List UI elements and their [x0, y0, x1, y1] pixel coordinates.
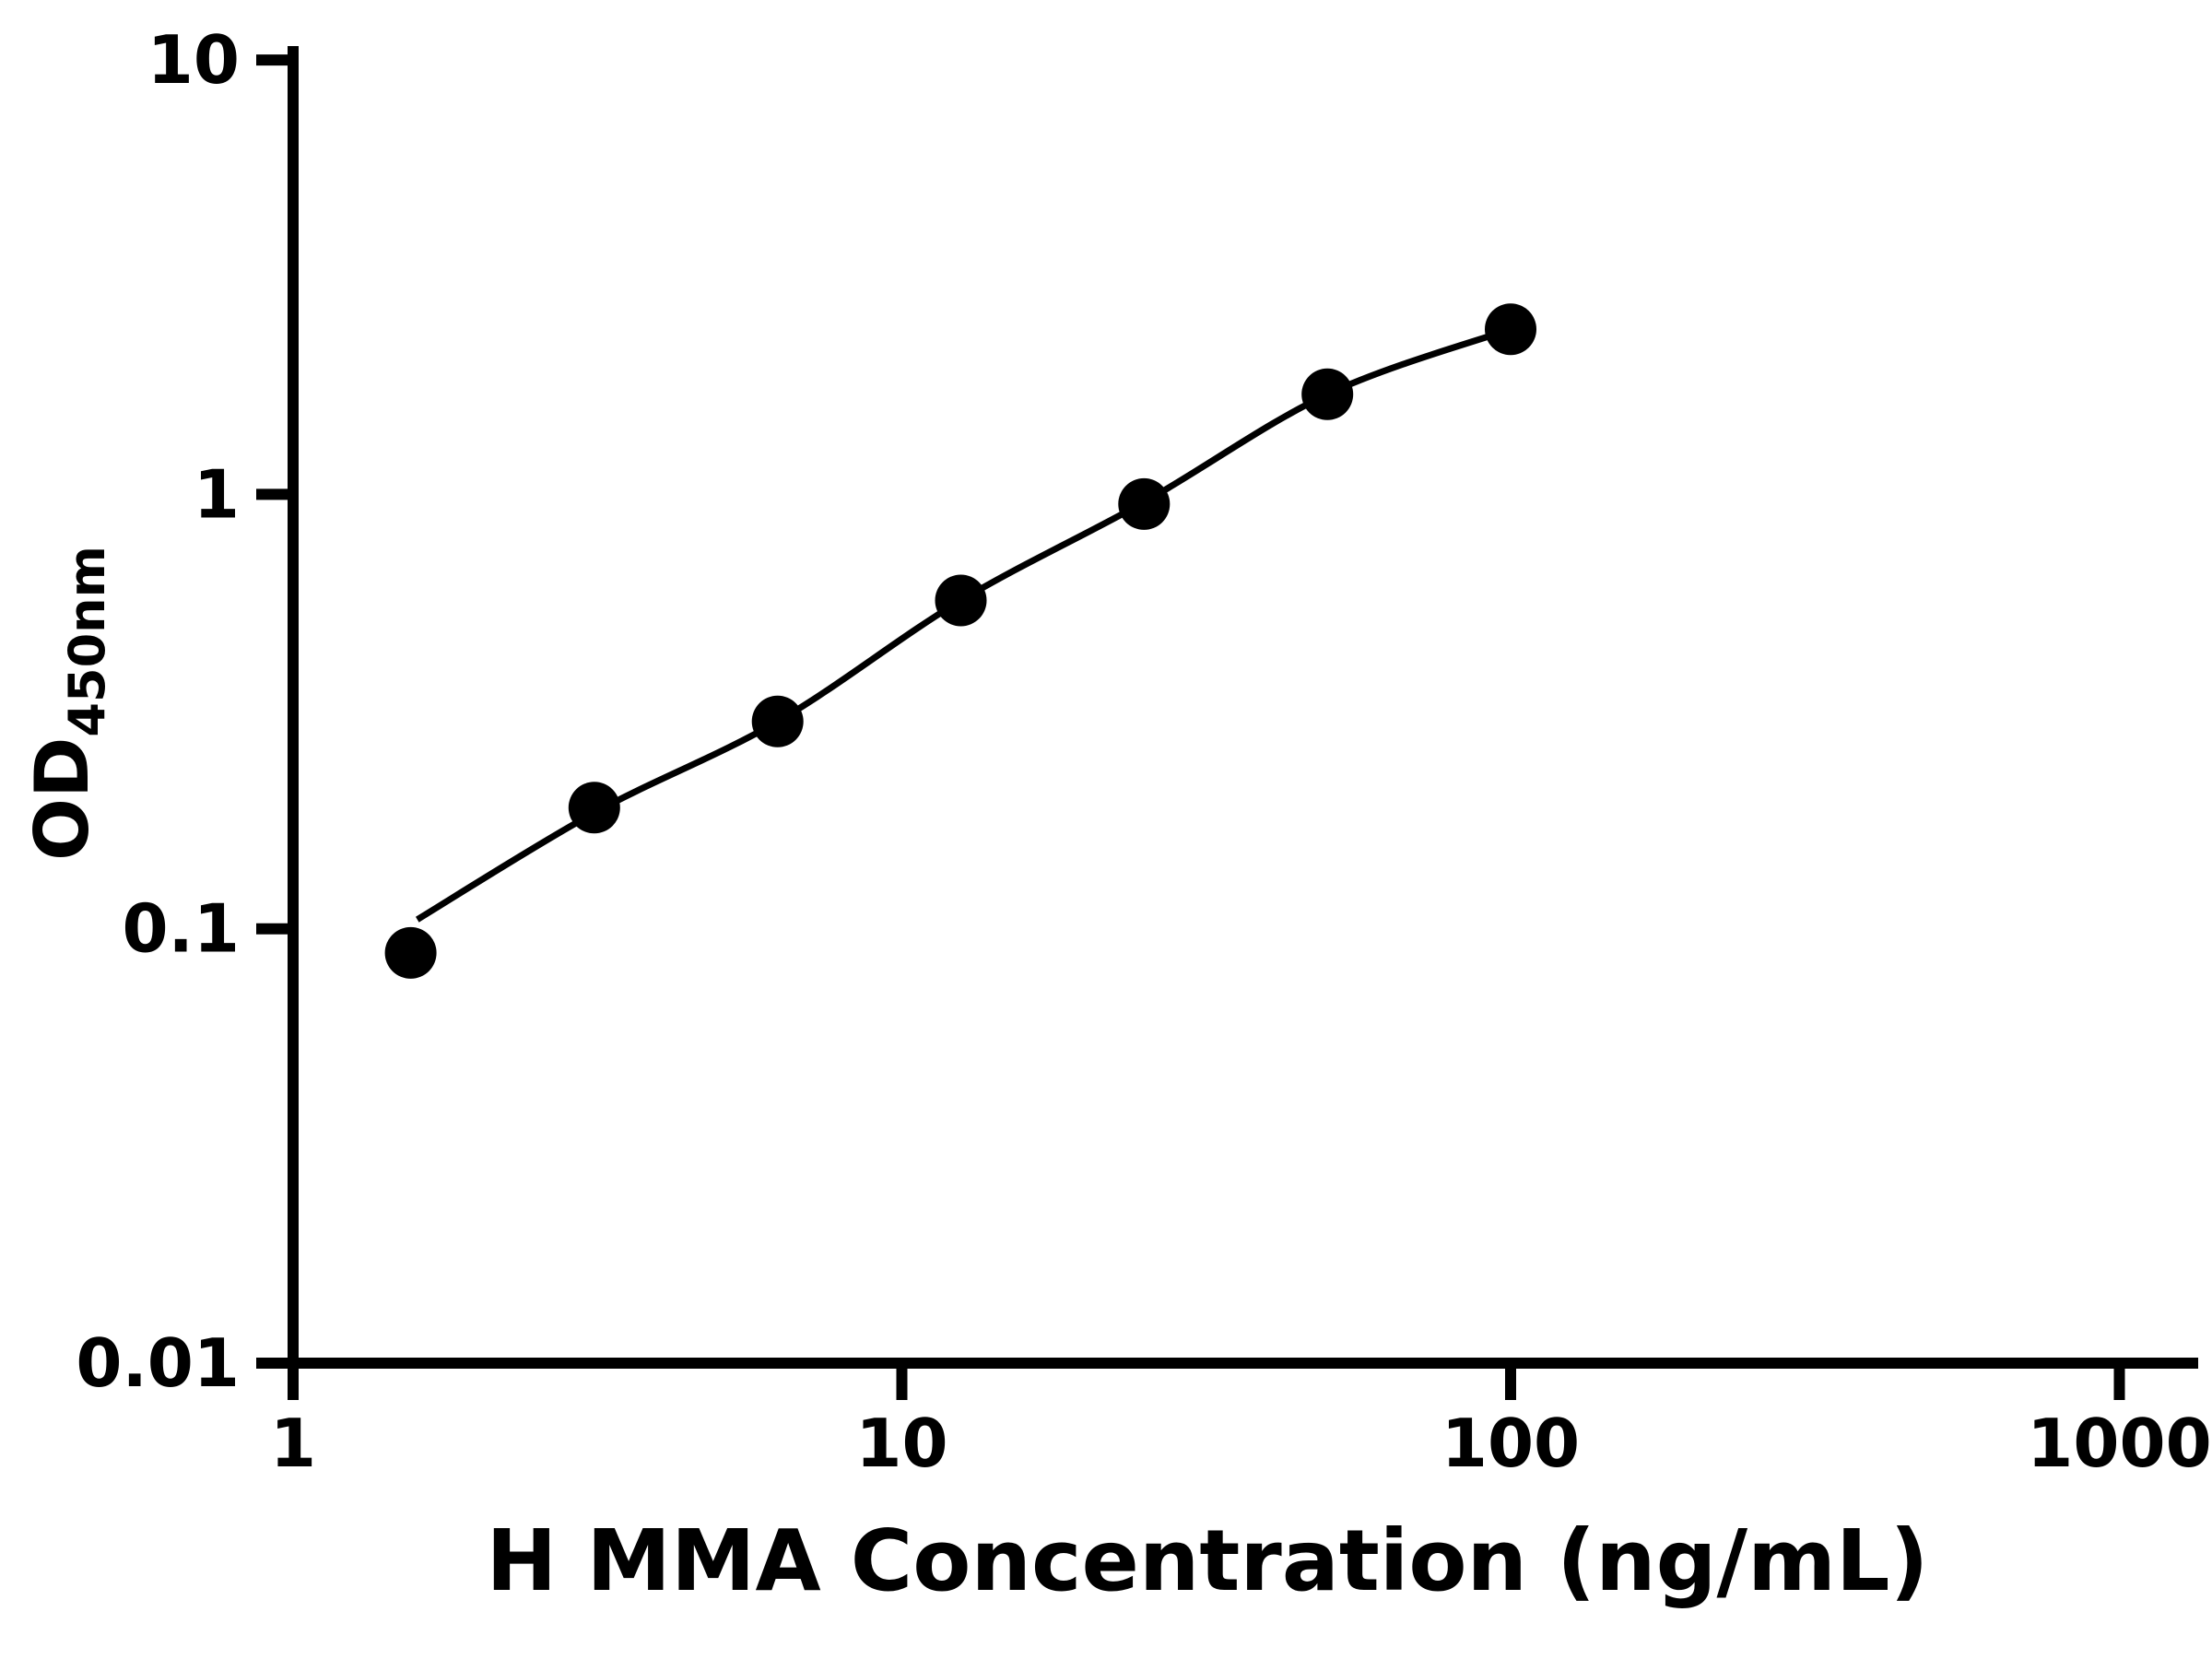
data-point	[1301, 368, 1354, 420]
y-axis-label-main: OD	[19, 737, 105, 861]
axis-tick-labels: 1 10 100 1000 0.01 0.1 1 10	[76, 21, 2211, 1482]
y-tick-label: 1	[194, 455, 240, 533]
y-axis-label: OD450nm	[19, 546, 116, 861]
data-point	[1485, 303, 1536, 356]
y-tick-label: 0.01	[76, 1324, 240, 1402]
x-axis-label: H MMA Concentration (ng/mL)	[486, 1512, 1928, 1610]
data-point	[568, 782, 620, 834]
x-tick-label: 1	[270, 1405, 316, 1482]
x-tick-label: 10	[855, 1405, 947, 1482]
data-point	[751, 695, 804, 747]
x-tick-label: 100	[1441, 1405, 1580, 1482]
axis-ticks	[256, 54, 2125, 1400]
y-tick-label: 10	[147, 21, 240, 99]
axes	[288, 46, 2198, 1369]
data-point	[935, 574, 987, 627]
x-tick-label: 1000	[2027, 1405, 2211, 1482]
y-tick-label: 0.1	[122, 890, 240, 968]
data-series	[384, 303, 1536, 979]
data-point	[1118, 477, 1171, 530]
y-axis-label-subscript: 450nm	[58, 546, 116, 736]
data-point	[384, 926, 437, 979]
